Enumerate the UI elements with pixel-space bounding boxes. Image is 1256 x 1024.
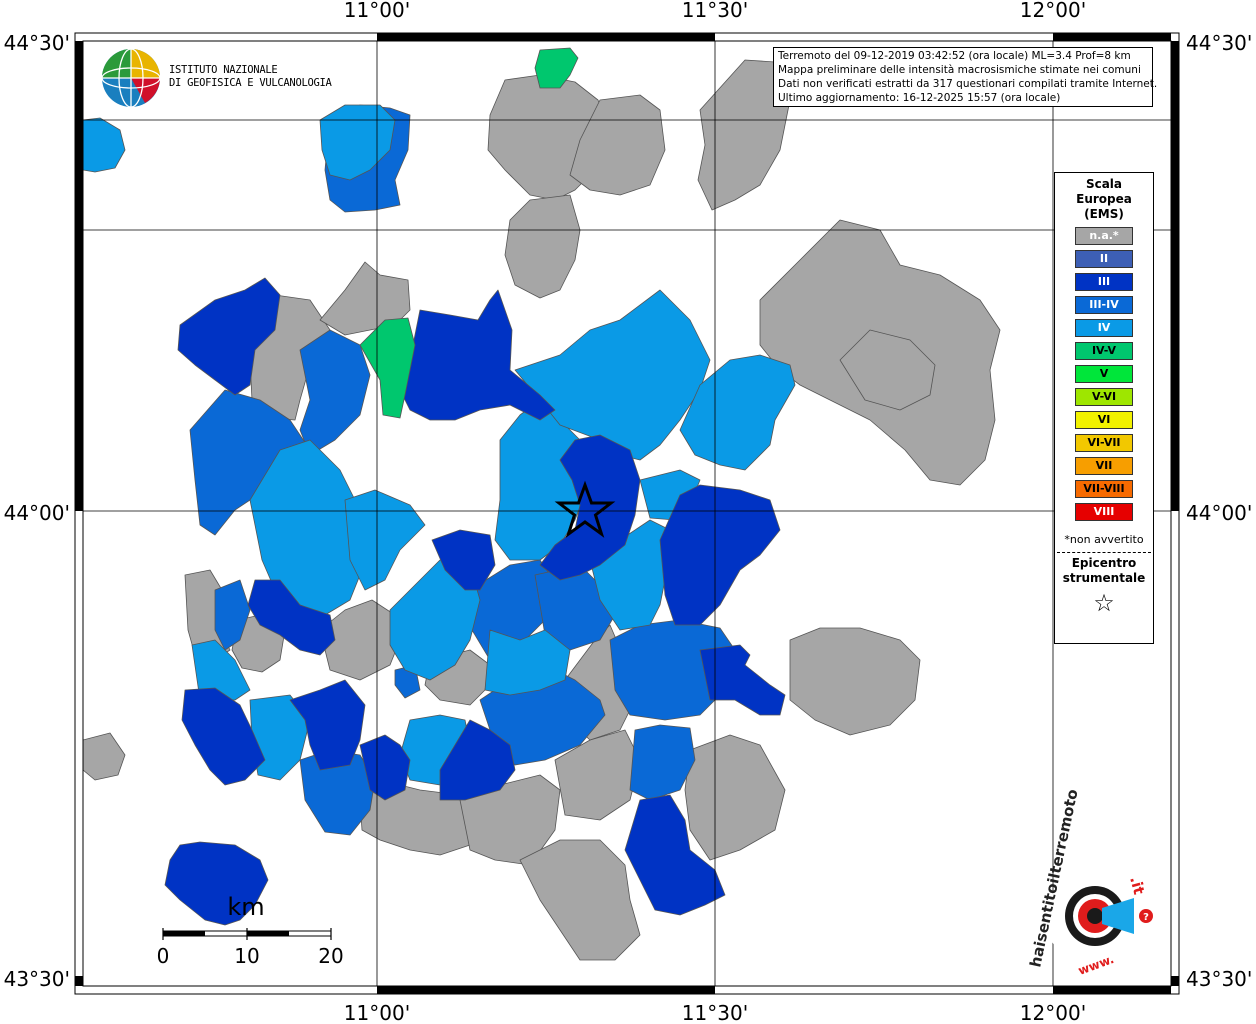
- bottom-label-11-30: 11°30': [682, 1001, 748, 1024]
- municipality: [214, 579, 251, 651]
- municipality: [359, 317, 416, 419]
- municipality: [389, 559, 481, 681]
- legend-epicenter-line2: strumentale: [1062, 571, 1146, 585]
- legend-item: IV-V: [1075, 342, 1133, 360]
- epicenter-star: [554, 480, 616, 538]
- event-info-line4: Ultimo aggiornamento: 16-12-2025 15:57 (…: [778, 92, 1061, 104]
- bottom-label-11-00: 11°00': [344, 1001, 410, 1024]
- municipality: [459, 774, 561, 866]
- event-info-box: Terremoto del 09-12-2019 03:42:52 (ora l…: [773, 47, 1158, 107]
- blue-iii-iv-municipalities: [189, 104, 736, 836]
- legend-item: V: [1075, 365, 1133, 383]
- legend-item: III-IV: [1075, 296, 1133, 314]
- municipality: [839, 329, 936, 411]
- municipality: [319, 104, 396, 181]
- right-label-43-30: 43°30': [1186, 967, 1252, 991]
- event-info-line1: Terremoto del 09-12-2019 03:42:52 (ora l…: [778, 50, 1131, 62]
- municipality: [399, 289, 556, 421]
- municipality: [247, 579, 336, 656]
- blue-iv-municipalities: [83, 104, 796, 786]
- municipality: [684, 734, 786, 861]
- municipality: [431, 529, 496, 591]
- municipality: [177, 277, 281, 396]
- hsit-question-badge: [1139, 909, 1153, 923]
- event-info-line3: Dati non verificati estratti da 317 ques…: [778, 78, 1158, 90]
- municipality: [697, 59, 791, 211]
- scale-tick-20: 20: [318, 944, 343, 968]
- event-info-line2: Mappa preliminare delle intensità macros…: [778, 64, 1141, 76]
- legend-item: VIII: [1075, 503, 1133, 521]
- scale-unit: km: [227, 893, 264, 921]
- ingv-logo-text: ISTITUTO NAZIONALE DI GEOFISICA E VULCAN…: [169, 64, 332, 90]
- left-label-44-30: 44°30': [4, 31, 70, 55]
- scale-bar: [162, 928, 332, 940]
- scale-tick-0: 0: [157, 944, 170, 968]
- municipality: [679, 354, 796, 471]
- right-label-44-00: 44°00': [1186, 501, 1252, 525]
- municipality: [514, 289, 711, 461]
- legend-title-line2: Europea: [1076, 192, 1132, 206]
- municipality: [439, 719, 516, 801]
- hsit-text-domain: .it: [1126, 874, 1148, 896]
- municipality: [519, 839, 641, 961]
- green-iv-v-municipalities: [359, 47, 579, 419]
- municipality: [181, 687, 266, 786]
- municipality: [319, 261, 411, 336]
- blue-iii-municipalities: [164, 277, 786, 926]
- municipality: [289, 679, 366, 771]
- frame-ticks: [75, 33, 1179, 994]
- municipality: [629, 724, 696, 801]
- legend-epicenter-label: Epicentro strumentale: [1055, 556, 1153, 586]
- top-label-12-00: 12°00': [1020, 0, 1086, 22]
- bottom-label-12-00: 12°00': [1020, 1001, 1086, 1024]
- left-label-43-30: 43°30': [4, 967, 70, 991]
- legend-item: II: [1075, 250, 1133, 268]
- top-label-11-00: 11°00': [344, 0, 410, 22]
- municipality: [539, 434, 641, 581]
- legend-item: IV: [1075, 319, 1133, 337]
- municipality: [789, 627, 921, 736]
- municipality: [504, 194, 581, 299]
- legend-title-line1: Scala: [1085, 177, 1123, 191]
- ingv-logo-line2: DI GEOFISICA E VULCANOLOGIA: [169, 77, 332, 89]
- legend-title: Scala Europea (EMS): [1055, 177, 1153, 222]
- legend-item: VII: [1075, 457, 1133, 475]
- ingv-logo-icon: [101, 48, 161, 108]
- municipality: [344, 489, 426, 591]
- hsit-megaphone-icon: [1102, 898, 1134, 934]
- graticule: [83, 41, 1171, 986]
- municipality: [299, 329, 371, 456]
- municipalities: [83, 47, 1001, 961]
- legend-item: n.a.*: [1075, 227, 1133, 245]
- municipality: [83, 732, 126, 781]
- municipality: [164, 841, 269, 926]
- right-label-44-30: 44°30': [1186, 31, 1252, 55]
- municipality: [534, 47, 579, 89]
- ingv-logo-line1: ISTITUTO NAZIONALE: [169, 64, 278, 76]
- legend-item: VII-VIII: [1075, 480, 1133, 498]
- legend-star-icon: ☆: [1093, 589, 1115, 617]
- ems-legend: Scala Europea (EMS) n.a.* II III III-IV IV IV…: [1054, 172, 1154, 644]
- legend-item: VI: [1075, 411, 1133, 429]
- legend-separator: [1057, 552, 1151, 553]
- municipality: [699, 644, 786, 716]
- legend-note: *non avvertito: [1064, 533, 1144, 546]
- legend-item: V-VI: [1075, 388, 1133, 406]
- left-label-44-00: 44°00': [4, 501, 70, 525]
- top-label-11-30: 11°30': [682, 0, 748, 22]
- legend-item: VI-VII: [1075, 434, 1133, 452]
- legend-item: III: [1075, 273, 1133, 291]
- legend-title-line3: (EMS): [1084, 207, 1124, 221]
- municipality: [359, 734, 411, 801]
- municipality: [484, 629, 571, 696]
- hsit-badge-text: ?: [1143, 912, 1149, 923]
- municipality: [659, 484, 781, 626]
- legend-items: n.a.* II III III-IV IV IV-V V V-VI VI VI-VII VII VI…: [1055, 227, 1153, 521]
- scale-tick-10: 10: [234, 944, 259, 968]
- legend-epicenter-line1: Epicentro: [1071, 556, 1137, 570]
